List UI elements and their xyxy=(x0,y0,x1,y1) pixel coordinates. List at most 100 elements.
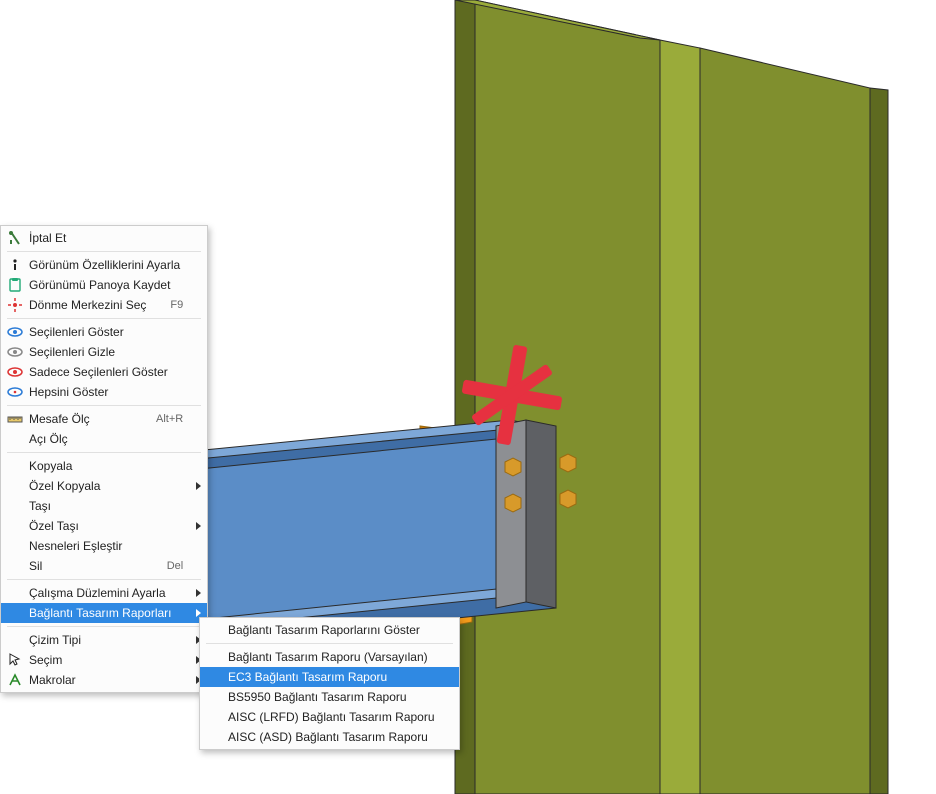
menu-item-label: İptal Et xyxy=(29,231,183,245)
blank-icon xyxy=(204,689,224,705)
menu-item-label: Açı Ölç xyxy=(29,432,183,446)
menu-item-label: Seçim xyxy=(29,653,183,667)
info-icon xyxy=(5,257,25,273)
menu_main-item[interactable]: Görünüm Özelliklerini Ayarla xyxy=(1,255,207,275)
reports-submenu[interactable]: Bağlantı Tasarım Raporlarını Göster Bağla… xyxy=(199,617,460,750)
blank-icon xyxy=(5,458,25,474)
menu_sub-item[interactable]: Bağlantı Tasarım Raporu (Varsayılan) xyxy=(200,647,459,667)
cancel-icon xyxy=(5,230,25,246)
menu_main-item[interactable]: Özel Kopyala xyxy=(1,476,207,496)
submenu-arrow-icon xyxy=(196,482,201,490)
menu-item-label: Seçilenleri Göster xyxy=(29,325,183,339)
menu-separator xyxy=(7,452,201,453)
menu_main-item[interactable]: Çizim Tipi xyxy=(1,630,207,650)
blank-icon xyxy=(204,729,224,745)
menu-item-label: Özel Kopyala xyxy=(29,479,183,493)
menu_sub-item[interactable]: Bağlantı Tasarım Raporlarını Göster xyxy=(200,620,459,640)
menu-item-shortcut: Alt+R xyxy=(156,413,183,425)
blank-icon xyxy=(5,558,25,574)
menu-separator xyxy=(7,579,201,580)
eye-gray-icon xyxy=(5,344,25,360)
blank-icon xyxy=(5,585,25,601)
menu_main-item[interactable]: İptal Et xyxy=(1,228,207,248)
blank-icon xyxy=(5,538,25,554)
clipboard-icon xyxy=(5,277,25,293)
menu_main-item[interactable]: Nesneleri Eşleştir xyxy=(1,536,207,556)
menu-item-label: Sadece Seçilenleri Göster xyxy=(29,365,183,379)
context-menu[interactable]: İptal Et Görünüm Özelliklerini Ayarla Görü… xyxy=(0,225,208,693)
menu_sub-item[interactable]: BS5950 Bağlantı Tasarım Raporu xyxy=(200,687,459,707)
blank-icon xyxy=(204,709,224,725)
blank-icon xyxy=(204,622,224,638)
submenu-arrow-icon xyxy=(196,609,201,617)
menu-item-label: AISC (ASD) Bağlantı Tasarım Raporu xyxy=(228,730,435,744)
submenu-arrow-icon xyxy=(196,522,201,530)
menu-item-label: Taşı xyxy=(29,499,183,513)
menu-item-label: BS5950 Bağlantı Tasarım Raporu xyxy=(228,690,435,704)
menu-separator xyxy=(7,251,201,252)
menu-item-label: Makrolar xyxy=(29,673,183,687)
menu_main-item[interactable]: Kopyala xyxy=(1,456,207,476)
menu_main-item[interactable]: Dönme Merkezini Seç F9 xyxy=(1,295,207,315)
menu-item-label: Seçilenleri Gizle xyxy=(29,345,183,359)
menu-item-shortcut: F9 xyxy=(170,299,183,311)
menu_main-item[interactable]: Seçilenleri Göster xyxy=(1,322,207,342)
menu-item-label: Hepsini Göster xyxy=(29,385,183,399)
blank-icon xyxy=(5,605,25,621)
blank-icon xyxy=(204,649,224,665)
menu-item-label: Özel Taşı xyxy=(29,519,183,533)
menu_main-item[interactable]: Hepsini Göster xyxy=(1,382,207,402)
menu_sub-item[interactable]: AISC (ASD) Bağlantı Tasarım Raporu xyxy=(200,727,459,747)
menu-item-shortcut: Del xyxy=(167,560,184,572)
menu-item-label: Görünüm Özelliklerini Ayarla xyxy=(29,258,183,272)
menu_main-item[interactable]: Bağlantı Tasarım Raporları xyxy=(1,603,207,623)
menu-item-label: Mesafe Ölç xyxy=(29,412,132,426)
menu-separator xyxy=(206,643,453,644)
submenu-arrow-icon xyxy=(196,589,201,597)
macro-icon xyxy=(5,672,25,688)
menu-item-label: Dönme Merkezini Seç xyxy=(29,298,146,312)
eye-blue-icon xyxy=(5,324,25,340)
eye-red-icon xyxy=(5,364,25,380)
blank-icon xyxy=(5,498,25,514)
menu-item-label: Çalışma Düzlemini Ayarla xyxy=(29,586,183,600)
menu_main-item[interactable]: Açı Ölç xyxy=(1,429,207,449)
menu-item-label: Bağlantı Tasarım Raporlarını Göster xyxy=(228,623,435,637)
bolt xyxy=(505,494,521,512)
blank-icon xyxy=(5,518,25,534)
menu-item-label: Görünümü Panoya Kaydet xyxy=(29,278,183,292)
cursor-icon xyxy=(5,652,25,668)
menu-item-label: Çizim Tipi xyxy=(29,633,183,647)
menu_main-item[interactable]: Makrolar xyxy=(1,670,207,690)
menu-item-label: EC3 Bağlantı Tasarım Raporu xyxy=(228,670,435,684)
ruler-icon xyxy=(5,411,25,427)
menu_main-item[interactable]: Mesafe Ölç Alt+R xyxy=(1,409,207,429)
menu-separator xyxy=(7,318,201,319)
center-icon xyxy=(5,297,25,313)
blank-icon xyxy=(5,632,25,648)
menu_main-item[interactable]: Özel Taşı xyxy=(1,516,207,536)
bolt xyxy=(505,458,521,476)
menu-item-label: Kopyala xyxy=(29,459,183,473)
blank-icon xyxy=(5,431,25,447)
menu_main-item[interactable]: Taşı xyxy=(1,496,207,516)
bolt xyxy=(560,454,576,472)
menu-item-label: Bağlantı Tasarım Raporu (Varsayılan) xyxy=(228,650,435,664)
menu_main-item[interactable]: Sil Del xyxy=(1,556,207,576)
menu-item-label: Nesneleri Eşleştir xyxy=(29,539,183,553)
menu-separator xyxy=(7,626,201,627)
menu_main-item[interactable]: Görünümü Panoya Kaydet xyxy=(1,275,207,295)
blank-icon xyxy=(204,669,224,685)
menu_main-item[interactable]: Çalışma Düzlemini Ayarla xyxy=(1,583,207,603)
bolt xyxy=(560,490,576,508)
menu_sub-item[interactable]: AISC (LRFD) Bağlantı Tasarım Raporu xyxy=(200,707,459,727)
menu_main-item[interactable]: Sadece Seçilenleri Göster xyxy=(1,362,207,382)
blank-icon xyxy=(5,478,25,494)
menu_main-item[interactable]: Seçilenleri Gizle xyxy=(1,342,207,362)
menu_main-item[interactable]: Seçim xyxy=(1,650,207,670)
menu-item-label: Bağlantı Tasarım Raporları xyxy=(29,606,183,620)
menu-item-label: Sil xyxy=(29,559,143,573)
menu-separator xyxy=(7,405,201,406)
menu_sub-item[interactable]: EC3 Bağlantı Tasarım Raporu xyxy=(200,667,459,687)
menu-item-label: AISC (LRFD) Bağlantı Tasarım Raporu xyxy=(228,710,435,724)
